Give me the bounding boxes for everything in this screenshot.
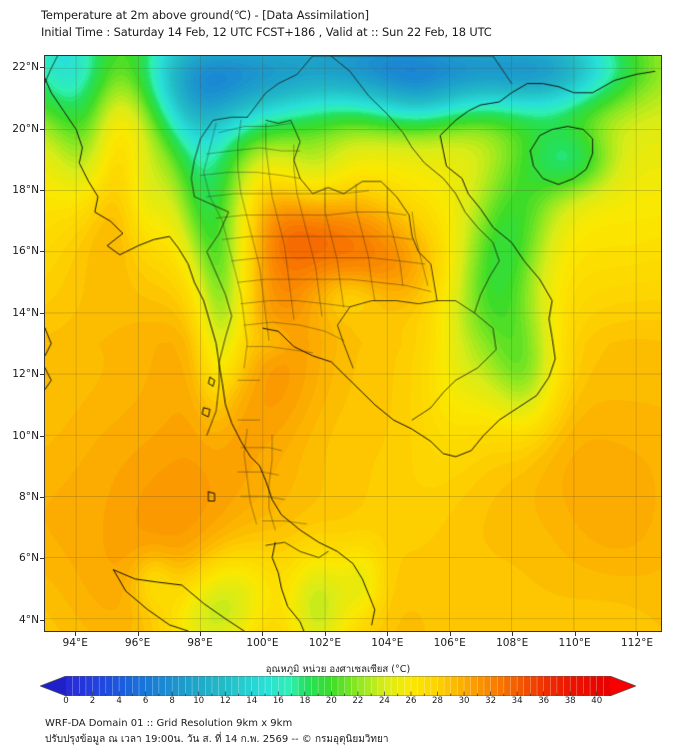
colorbar-svg (40, 676, 636, 696)
footer-model-line: WRF-DA Domain 01 :: Grid Resolution 9km … (45, 718, 293, 729)
y-axis-tick-label: 8°N (19, 490, 39, 503)
x-axis-tick-label: 100°E (246, 637, 279, 649)
y-axis-tick-mark (40, 496, 44, 498)
y-axis-tick-mark (40, 67, 44, 69)
x-axis-tick-mark (75, 632, 77, 636)
y-axis-tick-mark (40, 558, 44, 560)
colorbar-tick-label: 34 (511, 696, 523, 706)
x-axis-tick-mark (637, 632, 639, 636)
footer-credit-line: ปรับปรุงข้อมูล ณ เวลา 19:00น. วัน ส. ที่… (45, 733, 389, 745)
colorbar-tick-label: 20 (325, 696, 337, 706)
colorbar-tick-label: 38 (564, 696, 576, 706)
chart-title-block: Temperature at 2m above ground(℃) - [Dat… (41, 7, 641, 40)
y-axis-tick-mark (40, 374, 44, 376)
colorbar-tick-label: 2 (89, 696, 96, 706)
colorbar-tick-label: 28 (432, 696, 443, 706)
x-axis-tick-mark (574, 632, 576, 636)
colorbar-tick-label: 36 (538, 696, 550, 706)
x-axis-tick-mark (262, 632, 264, 636)
y-axis-tick-mark (40, 128, 44, 130)
y-axis-tick-mark (40, 619, 44, 621)
x-axis-tick-label: 94°E (62, 637, 88, 649)
y-axis-tick-label: 14°N (12, 306, 39, 319)
x-axis-tick-label: 102°E (308, 637, 342, 649)
colorbar-tick-label: 26 (405, 696, 417, 706)
x-axis-tick-mark (200, 632, 202, 636)
x-axis-tick-label: 108°E (496, 637, 529, 649)
colorbar-gradient (40, 676, 636, 696)
colorbar-tick-label: 6 (142, 696, 149, 706)
y-axis-tick-mark (40, 435, 44, 437)
colorbar-tick-label: 0 (63, 696, 69, 706)
colorbar-tick-label: 12 (219, 696, 231, 706)
colorbar-tick-label: 14 (246, 696, 258, 706)
y-axis-tick-mark (40, 312, 44, 314)
x-axis-tick-mark (512, 632, 514, 636)
colorbar-tick-label: 4 (116, 696, 122, 706)
y-axis-tick-label: 12°N (12, 368, 39, 381)
temperature-map (44, 55, 662, 632)
y-axis-tick-label: 6°N (19, 552, 39, 565)
colorbar-tick-label: 10 (193, 696, 205, 706)
colorbar-tick-label: 40 (591, 696, 603, 706)
temperature-heatmap-canvas (45, 56, 661, 631)
y-axis-tick-label: 22°N (12, 61, 39, 74)
x-axis-tick-label: 110°E (558, 637, 591, 649)
colorbar-tick-label: 18 (299, 696, 311, 706)
y-axis-tick-label: 18°N (12, 184, 39, 197)
colorbar-title: อุณหภูมิ หน่วย องศาเซลเซียส (°C) (265, 664, 411, 675)
x-axis-tick-mark (324, 632, 326, 636)
colorbar-ticks: 0 2 4 6 8 10 12 14 16 18 20 22 24 26 28 30 32 34 36 38 40 (0, 696, 676, 710)
colorbar-tick-label: 30 (458, 696, 470, 706)
colorbar-tick-label: 32 (485, 696, 497, 706)
x-axis-tick-label: 98°E (187, 637, 213, 649)
y-axis-tick-label: 20°N (12, 122, 39, 135)
y-axis-tick-mark (40, 251, 44, 253)
x-axis-tick-label: 112°E (620, 637, 654, 649)
x-axis-tick-label: 106°E (433, 637, 466, 649)
colorbar-tick-label: 22 (352, 696, 364, 706)
x-axis-tick-mark (387, 632, 389, 636)
x-axis-tick-label: 96°E (124, 637, 151, 649)
chart-subtitle: Initial Time : Saturday 14 Feb, 12 UTC F… (41, 24, 492, 39)
y-axis-tick-label: 16°N (12, 245, 39, 258)
x-axis-tick-mark (449, 632, 451, 636)
colorbar-tick-label: 24 (378, 696, 390, 706)
colorbar-tick-label: 16 (272, 696, 284, 706)
page-title: Temperature at 2m above ground(℃) - [Dat… (41, 8, 369, 22)
footer-block: WRF-DA Domain 01 :: Grid Resolution 9km … (45, 716, 645, 747)
y-axis-tick-label: 4°N (19, 613, 39, 626)
x-axis-tick-mark (137, 632, 139, 636)
y-axis-tick-mark (40, 190, 44, 192)
x-axis-tick-label: 104°E (371, 637, 404, 649)
colorbar-tick-label: 8 (169, 696, 175, 706)
y-axis-tick-label: 10°N (12, 429, 39, 442)
